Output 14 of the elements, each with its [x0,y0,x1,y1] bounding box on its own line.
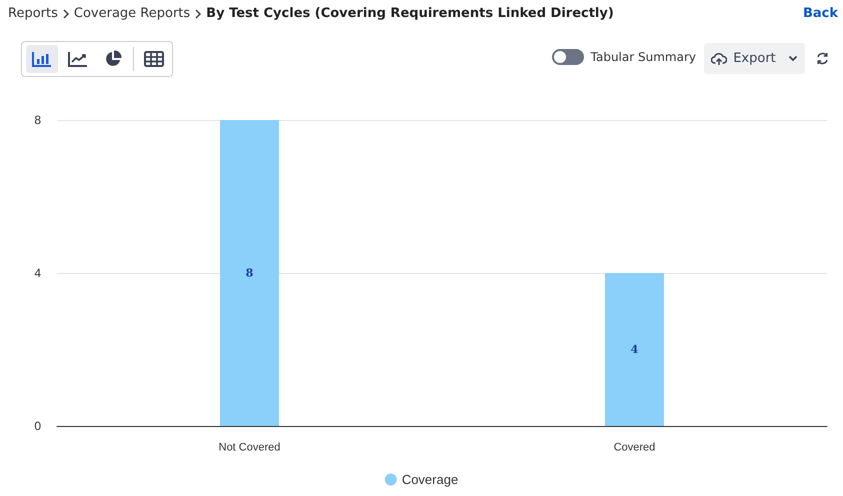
y-tick-label: 4 [34,266,42,280]
x-tick-label: Covered [614,442,656,454]
y-tick-label: 0 [34,419,42,433]
text: Tabular Summary [590,50,696,64]
data-label: 4 [630,343,639,356]
text: Coverage Reports [74,6,190,21]
legend-label: Coverage [402,472,458,487]
x-tick-label: Not Covered [218,442,280,454]
text: Back [802,6,838,21]
text: Reports [8,6,58,21]
data-label: 8 [246,266,254,280]
text: Export [733,51,776,66]
y-tick-label: 8 [34,113,42,127]
chart-title: By Test Cycles (Covering Requirements Linked Directly) [206,6,614,21]
